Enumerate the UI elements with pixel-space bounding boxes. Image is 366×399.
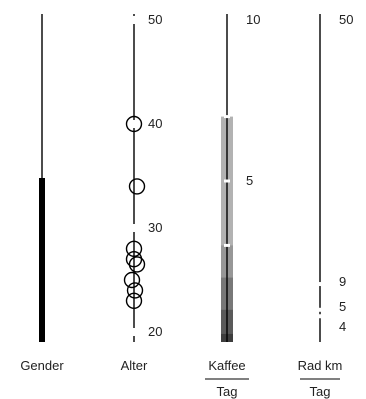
bike-marks	[317, 282, 323, 319]
bike-mark	[317, 307, 323, 312]
coffee-axis: 5 10 Kaffee Tag	[205, 12, 260, 399]
age-point	[125, 292, 143, 309]
gender-label: Gender	[20, 358, 64, 373]
age-tick-gap	[131, 120, 137, 128]
age-ticks: 20 30 40 50	[131, 12, 162, 339]
coffee-mark	[224, 179, 230, 183]
age-tick-label: 50	[148, 12, 162, 27]
coffee-mark	[224, 243, 230, 247]
bike-mark	[317, 282, 323, 287]
bike-mark	[317, 314, 323, 319]
bike-tick-label: 50	[339, 12, 353, 27]
gender-axis: Gender	[20, 14, 64, 373]
bike-ticks: 4 5 9 50	[339, 12, 353, 334]
bike-tick-label: 4	[339, 319, 346, 334]
gender-bar	[39, 178, 45, 342]
bike-label-bottom: Tag	[310, 384, 331, 399]
age-axis: 20 30 40 50 Alter	[121, 12, 163, 373]
age-tick-label: 30	[148, 220, 162, 235]
age-label: Alter	[121, 358, 148, 373]
age-points	[123, 115, 146, 309]
age-point	[125, 115, 143, 133]
age-tick-gap	[131, 16, 137, 24]
age-point	[123, 271, 141, 289]
age-point	[126, 282, 144, 299]
age-point	[128, 256, 146, 273]
coffee-ticks: 5 10	[246, 12, 260, 188]
age-tick-label: 40	[148, 116, 162, 131]
coffee-mark	[224, 115, 230, 119]
bike-label-top: Rad km	[298, 358, 343, 373]
coffee-tick-label: 5	[246, 173, 253, 188]
coffee-marks	[224, 115, 230, 247]
bike-tick-label: 5	[339, 299, 346, 314]
coffee-label-top: Kaffee	[208, 358, 245, 373]
age-tick-gap	[131, 328, 137, 336]
bike-axis: 4 5 9 50 Rad km Tag	[298, 12, 354, 399]
coffee-label-bottom: Tag	[217, 384, 238, 399]
age-tick-label: 20	[148, 324, 162, 339]
coffee-tick-label: 10	[246, 12, 260, 27]
bike-tick-label: 9	[339, 274, 346, 289]
age-tick-gap	[131, 224, 137, 232]
age-point	[125, 240, 143, 258]
age-point	[128, 178, 146, 195]
